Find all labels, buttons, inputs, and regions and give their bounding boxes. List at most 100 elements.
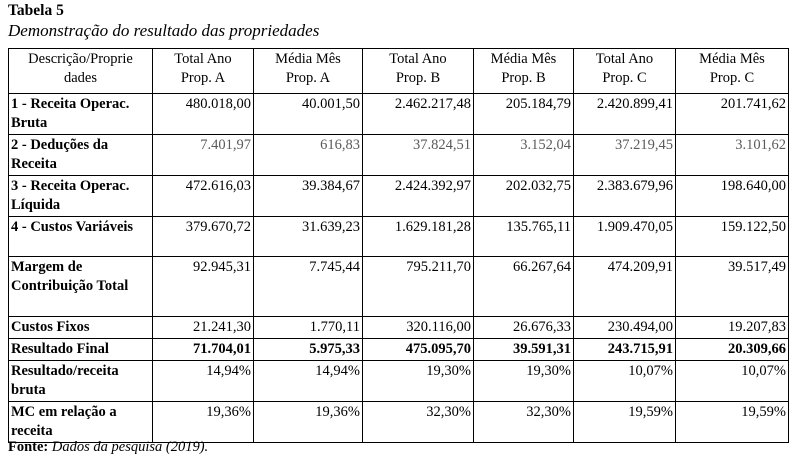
cell-value: 19.207,83 <box>675 316 789 339</box>
cell-value: 7.745,44 <box>253 256 363 317</box>
cell-row-label: Margem de Contribuição Total <box>8 256 153 317</box>
table-row: MC em relação a receita 19,36% 19,36% 32… <box>8 401 789 443</box>
cell-value: 201.741,62 <box>675 93 789 135</box>
cell-value: 14,94% <box>152 360 254 402</box>
cell-value: 320.116,00 <box>362 316 474 339</box>
cell-value: 480.018,00 <box>152 93 254 135</box>
cell-value: 19,30% <box>473 360 574 402</box>
cell-value: 19,30% <box>362 360 474 402</box>
cell-row-label: Resultado/receita bruta <box>8 360 153 402</box>
header-line2: Prop. B <box>395 70 441 86</box>
table-subtitle: Demonstração do resultado das propriedad… <box>8 21 320 40</box>
cell-value: 3.152,04 <box>473 134 574 176</box>
column-header-media-b: Média Mês Prop. B <box>473 48 574 94</box>
cell-value: 379.670,72 <box>152 216 254 257</box>
cell-value: 616,83 <box>253 134 363 176</box>
cell-value: 474.209,91 <box>573 256 676 317</box>
header-line1: Total Ano <box>389 51 447 67</box>
cell-value: 205.184,79 <box>473 93 574 135</box>
header-line2: Prop. B <box>501 70 546 86</box>
cell-row-label: Resultado Final <box>8 338 153 361</box>
header-line2: Prop. A <box>285 70 331 86</box>
header-line1: Média Mês <box>275 51 341 67</box>
cell-value: 32,30% <box>362 401 474 443</box>
cell-value: 20.309,66 <box>675 338 789 361</box>
cell-value: 7.401,97 <box>152 134 254 176</box>
cell-value: 2.424.392,97 <box>362 175 474 217</box>
column-header-media-c: Média Mês Prop. C <box>675 48 789 94</box>
cell-value: 230.494,00 <box>573 316 676 339</box>
column-header-total-a: Total Ano Prop. A <box>152 48 254 94</box>
cell-value: 39.517,49 <box>675 256 789 317</box>
cell-value: 31.639,23 <box>253 216 363 257</box>
cell-value: 19,36% <box>253 401 363 443</box>
cell-value: 135.765,11 <box>473 216 574 257</box>
header-line2: dades <box>63 70 97 86</box>
cell-value: 37.824,51 <box>362 134 474 176</box>
table-row: Margem de Contribuição Total 92.945,31 7… <box>8 256 789 317</box>
cell-row-label: Custos Fixos <box>8 316 153 339</box>
cell-value: 66.267,64 <box>473 256 574 317</box>
header-line1: Descrição/Proprie <box>28 51 133 67</box>
header-line2: Prop. C <box>709 70 755 86</box>
cell-value: 39.384,67 <box>253 175 363 217</box>
table-row: 1 - Receita Operac. Bruta 480.018,00 40.… <box>8 93 789 135</box>
cell-value: 159.122,50 <box>675 216 789 257</box>
table-row: Resultado Final 71.704,01 5.975,33 475.0… <box>8 338 789 361</box>
header-line2: Prop. C <box>602 70 647 86</box>
cell-value: 19,36% <box>152 401 254 443</box>
header-row: Descrição/Proprie dades Total Ano Prop. A … <box>8 48 789 94</box>
results-table: Descrição/Proprie dades Total Ano Prop. A … <box>8 48 789 443</box>
source-label: Fonte: <box>8 439 49 455</box>
cell-value: 40.001,50 <box>253 93 363 135</box>
cell-value: 202.032,75 <box>473 175 574 217</box>
source-note: Fonte: Dados da pesquisa (2019). <box>8 439 208 456</box>
cell-value: 39.591,31 <box>473 338 574 361</box>
cell-value: 14,94% <box>253 360 363 402</box>
cell-value: 1.909.470,05 <box>573 216 676 257</box>
cell-value: 32,30% <box>473 401 574 443</box>
cell-row-label: 2 - Deduções da Receita <box>8 134 153 176</box>
cell-row-label: 3 - Receita Operac. Líquida <box>8 175 153 217</box>
header-line1: Total Ano <box>174 51 232 67</box>
cell-row-label: 4 - Custos Variáveis <box>8 216 153 257</box>
cell-value: 26.676,33 <box>473 316 574 339</box>
header-line1: Total Ano <box>595 51 654 67</box>
cell-value: 37.219,45 <box>573 134 676 176</box>
cell-value: 243.715,91 <box>573 338 676 361</box>
cell-value: 3.101,62 <box>675 134 789 176</box>
header-line2: Prop. A <box>180 70 226 86</box>
cell-value: 2.383.679,96 <box>573 175 676 217</box>
cell-value: 198.640,00 <box>675 175 789 217</box>
cell-value: 21.241,30 <box>152 316 254 339</box>
cell-value: 2.462.217,48 <box>362 93 474 135</box>
cell-row-label: 1 - Receita Operac. Bruta <box>8 93 153 135</box>
cell-value: 472.616,03 <box>152 175 254 217</box>
table-row: Resultado/receita bruta 14,94% 14,94% 19… <box>8 360 789 402</box>
cell-value: 2.420.899,41 <box>573 93 676 135</box>
table-row: 4 - Custos Variáveis 379.670,72 31.639,2… <box>8 216 789 257</box>
table-row: 2 - Deduções da Receita 7.401,97 616,83 … <box>8 134 789 176</box>
cell-value: 795.211,70 <box>362 256 474 317</box>
cell-value: 1.629.181,28 <box>362 216 474 257</box>
table-number-title: Tabela 5 <box>8 2 64 19</box>
column-header-description: Descrição/Proprie dades <box>8 48 153 94</box>
cell-value: 19,59% <box>573 401 676 443</box>
cell-value: 10,07% <box>675 360 789 402</box>
column-header-total-c: Total Ano Prop. C <box>573 48 676 94</box>
source-text: Dados da pesquisa (2019). <box>51 439 209 455</box>
column-header-media-a: Média Mês Prop. A <box>253 48 363 94</box>
column-header-total-b: Total Ano Prop. B <box>362 48 474 94</box>
header-line1: Média Mês <box>490 51 557 67</box>
cell-value: 92.945,31 <box>152 256 254 317</box>
table-row: Custos Fixos 21.241,30 1.770,11 320.116,… <box>8 316 789 339</box>
table-row: 3 - Receita Operac. Líquida 472.616,03 3… <box>8 175 789 217</box>
cell-row-label: MC em relação a receita <box>8 401 153 443</box>
cell-value: 10,07% <box>573 360 676 402</box>
cell-value: 1.770,11 <box>253 316 363 339</box>
cell-value: 19,59% <box>675 401 789 443</box>
header-line1: Média Mês <box>699 51 765 67</box>
cell-value: 5.975,33 <box>253 338 363 361</box>
cell-value: 71.704,01 <box>152 338 254 361</box>
